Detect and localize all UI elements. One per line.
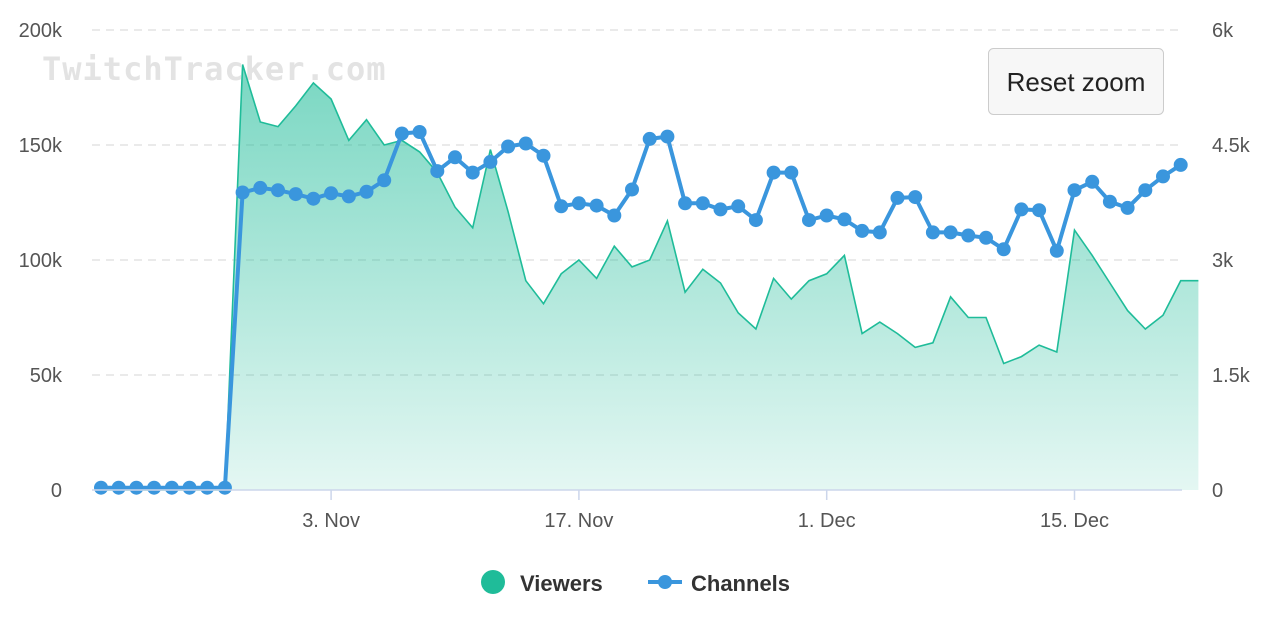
channels-point <box>713 202 728 217</box>
channels-point <box>518 136 533 151</box>
viewers-area <box>101 64 1199 490</box>
channels-points <box>94 125 1188 495</box>
channels-point <box>1173 157 1188 172</box>
channels-point <box>625 182 639 197</box>
channels-point <box>235 185 250 200</box>
x-tick-label: 15. Dec <box>1040 510 1109 532</box>
channels-point <box>642 131 657 146</box>
channels-point <box>748 213 763 228</box>
channels-point <box>837 212 852 227</box>
channels-point <box>607 208 622 223</box>
channels-point <box>961 228 976 243</box>
channels-point <box>483 154 498 169</box>
channels-point <box>271 183 285 198</box>
channels-point <box>589 198 604 213</box>
channels-point <box>819 208 834 223</box>
y-right-tick-label: 0 <box>1212 480 1223 502</box>
x-tick-label: 17. Nov <box>544 510 613 532</box>
reset-zoom-label: Reset zoom <box>1007 67 1146 97</box>
channels-point <box>341 189 356 204</box>
x-axis: 3. Nov 17. Nov 1. Dec 15. Dec <box>302 490 1109 532</box>
channels-point <box>164 480 179 495</box>
channels-point <box>200 480 215 495</box>
reset-zoom-button[interactable]: Reset zoom <box>988 48 1164 115</box>
y-right-tick-label: 3k <box>1212 250 1234 272</box>
channels-point <box>1032 203 1047 218</box>
x-tick-label: 3. Nov <box>302 510 360 532</box>
y-left-tick-label: 100k <box>19 250 63 272</box>
channels-point <box>802 213 816 228</box>
channels-point <box>129 480 144 495</box>
channels-point <box>465 165 480 180</box>
channels-point <box>412 125 427 139</box>
channels-point <box>996 242 1011 257</box>
channels-point <box>1138 183 1153 198</box>
channels-point <box>1067 183 1082 198</box>
y-left-tick-label: 50k <box>30 365 63 387</box>
channels-point <box>695 196 710 211</box>
channels-point <box>1014 202 1029 217</box>
channels-point <box>943 225 958 240</box>
channels-point <box>324 186 339 201</box>
channels-point <box>448 150 462 165</box>
channels-point <box>731 199 746 214</box>
channels-point <box>872 225 887 240</box>
channels-point <box>182 480 197 495</box>
channels-point <box>1102 194 1117 209</box>
legend-item-channels[interactable]: Channels <box>648 571 790 596</box>
channels-point <box>1049 243 1064 258</box>
legend-viewers-marker <box>481 570 505 594</box>
channels-point <box>147 480 162 495</box>
y-left-tick-label: 200k <box>19 20 63 42</box>
channels-point <box>536 148 551 163</box>
legend-item-viewers[interactable]: Viewers <box>481 570 603 596</box>
legend: Viewers Channels <box>481 570 790 596</box>
y-right-tick-label: 4.5k <box>1212 135 1251 157</box>
y-left-tick-label: 0 <box>51 480 62 502</box>
channels-point <box>217 480 232 495</box>
channels-point <box>94 480 108 495</box>
viewers-line <box>101 64 1199 491</box>
legend-channels-marker <box>658 575 672 589</box>
y-left-tick-label: 150k <box>19 135 63 157</box>
channels-point <box>855 223 870 238</box>
channels-point <box>784 165 799 180</box>
channels-point <box>359 184 374 199</box>
channels-point <box>890 190 905 205</box>
channels-point <box>908 190 923 205</box>
watermark: TwitchTracker.com <box>42 50 387 88</box>
channels-point <box>660 129 675 144</box>
channels-point <box>288 187 303 202</box>
channels-point <box>430 164 445 179</box>
channels-point <box>394 126 409 141</box>
channels-point <box>1156 169 1170 184</box>
channels-point <box>554 199 569 214</box>
channels-point <box>306 191 321 206</box>
channels-point <box>766 165 781 180</box>
y-right-axis: 0 1.5k 3k 4.5k 6k <box>1212 20 1251 502</box>
y-right-tick-label: 1.5k <box>1212 365 1251 387</box>
channels-point <box>678 196 693 211</box>
y-right-tick-label: 6k <box>1212 20 1234 42</box>
channels-point <box>1085 174 1100 189</box>
channels-point <box>377 173 392 188</box>
x-tick-label: 1. Dec <box>798 510 856 532</box>
legend-channels-label: Channels <box>691 571 790 596</box>
channels-point <box>979 230 993 245</box>
channels-point <box>111 480 126 495</box>
channels-point <box>253 180 268 195</box>
channels-point <box>501 139 516 154</box>
channels-point <box>925 225 940 240</box>
channels-point <box>1120 200 1135 215</box>
y-left-axis: 0 50k 100k 150k 200k <box>19 20 63 502</box>
channels-point <box>571 196 586 211</box>
legend-viewers-label: Viewers <box>520 571 603 596</box>
